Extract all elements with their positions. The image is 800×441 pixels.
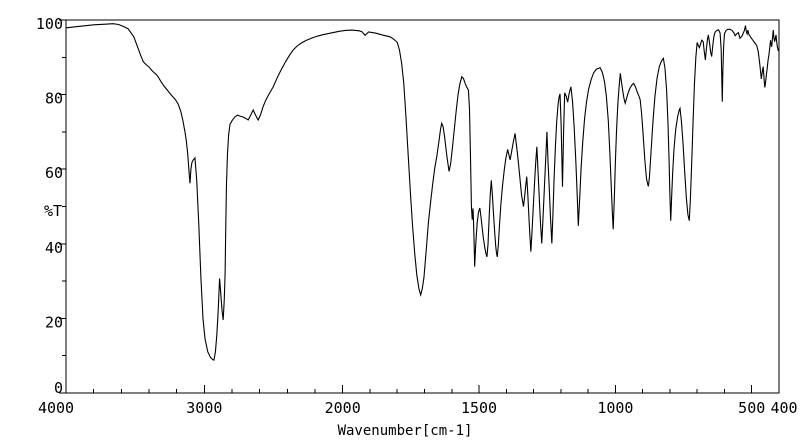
- y-tick-label: 60: [45, 164, 63, 182]
- y-axis-title: %T: [44, 202, 63, 220]
- x-tick-label: 4000: [38, 399, 74, 417]
- axis-ticks: [59, 19, 753, 394]
- x-tick-label: 3000: [186, 399, 222, 417]
- y-tick-label: 80: [45, 90, 63, 108]
- x-tick-label: 1500: [461, 399, 497, 417]
- x-tick-label: 500: [738, 399, 765, 417]
- transmittance-line: [65, 23, 780, 362]
- x-tick-label: 2000: [325, 399, 361, 417]
- x-axis-title: Wavenumber[cm-1]: [337, 423, 473, 439]
- x-tick-label: 1000: [597, 399, 633, 417]
- axis-tick-labels: 4000 3000 2000 1500 1000 500 400 100 80 60 40 20 0: [36, 15, 798, 417]
- y-tick-label: 100: [36, 15, 63, 33]
- plot-frame: [65, 19, 780, 394]
- axes-frame: [65, 19, 780, 394]
- y-tick-label: 0: [54, 379, 63, 397]
- y-tick-label: 40: [45, 239, 63, 257]
- x-tick-label: 400: [770, 399, 797, 417]
- spectrum-trace: [65, 23, 780, 362]
- y-tick-label: 20: [45, 313, 63, 331]
